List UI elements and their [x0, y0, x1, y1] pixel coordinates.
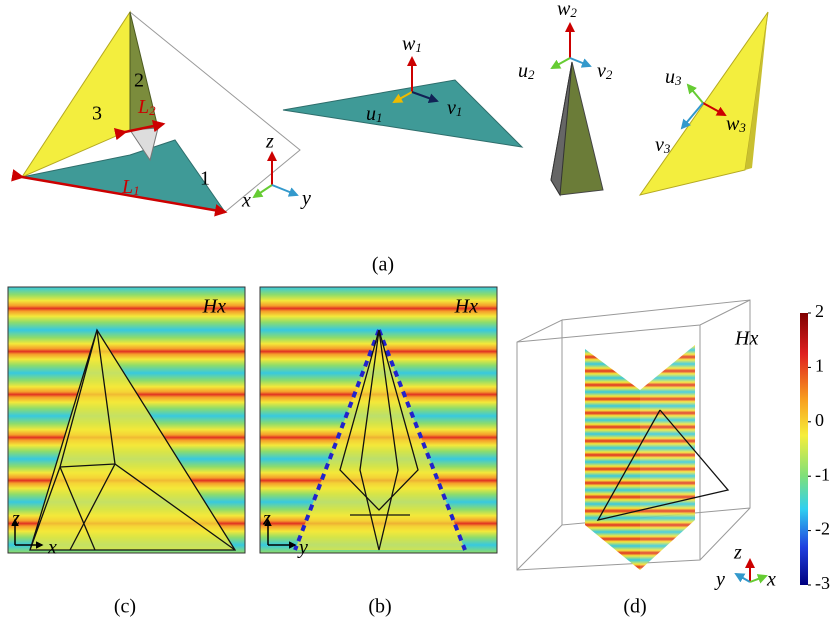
- subscript: 2: [570, 5, 577, 20]
- subscript: 1: [415, 40, 422, 55]
- subscript: 2: [528, 67, 535, 82]
- subscript: 3: [674, 73, 682, 88]
- subscript: 1: [133, 183, 140, 198]
- colorbar-tick-label: 1: [815, 356, 824, 376]
- frame-1: [392, 56, 439, 103]
- field-label: Hx: [734, 328, 758, 350]
- subscript: 1: [456, 104, 463, 119]
- subscript: 3: [663, 141, 671, 156]
- symbol: w: [402, 33, 416, 55]
- symbol: u: [665, 66, 675, 88]
- frame-label: u1: [366, 103, 383, 125]
- axes-triad: [734, 558, 768, 584]
- face-label: 1: [200, 168, 210, 190]
- panel-label: (d): [623, 596, 646, 618]
- frame-label: v2: [597, 60, 613, 82]
- colorbar: [800, 313, 808, 585]
- frame-label: u2: [518, 60, 535, 82]
- symbol: u: [518, 60, 528, 82]
- symbol: u: [366, 103, 376, 125]
- symbol: v: [447, 97, 456, 119]
- frame-label: v1: [447, 97, 462, 119]
- axis-label: y: [714, 569, 725, 591]
- length-label: L2: [137, 96, 156, 118]
- axes-triad: [11, 518, 44, 549]
- axis-label: x: [241, 190, 251, 212]
- field-label: Hx: [202, 296, 226, 318]
- face-label: 2: [134, 70, 144, 92]
- axis-label: z: [265, 131, 274, 153]
- subscript: 1: [376, 110, 383, 125]
- symbol: L: [121, 176, 133, 198]
- subscript: 2: [606, 67, 613, 82]
- axes-triad: [264, 518, 297, 549]
- axis-label: z: [262, 508, 271, 530]
- colorbar-tick-label: -2: [815, 519, 830, 539]
- field-label: Hx: [454, 296, 478, 318]
- axis-label: z: [11, 508, 20, 530]
- colorbar-tick-label: 0: [815, 410, 824, 430]
- face-1: [282, 79, 524, 148]
- field-box: [516, 299, 751, 571]
- frame-label: v3: [655, 134, 671, 156]
- panel-label: (a): [372, 254, 394, 276]
- frame-2: [550, 22, 592, 69]
- field-panel: [7, 286, 246, 554]
- symbol: v: [597, 60, 606, 82]
- panel-label: (b): [368, 596, 391, 618]
- symbol: w: [726, 113, 740, 135]
- axis-label: z: [733, 542, 742, 564]
- frame-label: w1: [402, 33, 422, 55]
- symbol: L: [137, 96, 149, 118]
- symbol: w: [557, 0, 571, 20]
- subscript: 3: [738, 120, 746, 135]
- frame-label: w3: [726, 113, 746, 135]
- axes-triad: [252, 151, 299, 199]
- face-3-side: [745, 12, 768, 170]
- colorbar-tick-label: -1: [815, 464, 830, 484]
- subscript: 2: [149, 103, 156, 118]
- colorbar-tick-label: 2: [815, 301, 824, 321]
- frame-label: u3: [665, 66, 682, 88]
- face-label: 3: [92, 103, 102, 125]
- colorbar-tick-label: -3: [815, 573, 830, 593]
- field-panel: [259, 286, 498, 554]
- frame-3: [680, 83, 727, 130]
- symbol: v: [655, 134, 664, 156]
- frame-label: w2: [557, 0, 577, 20]
- axis-label: x: [47, 537, 57, 559]
- face-2-side: [550, 61, 573, 197]
- axis-label: y: [297, 537, 308, 559]
- panel-label: (c): [114, 596, 136, 618]
- length-label: L1: [121, 176, 140, 198]
- pyramid: [11, 10, 301, 217]
- axis-label: x: [766, 569, 776, 591]
- axis-label: y: [300, 188, 311, 210]
